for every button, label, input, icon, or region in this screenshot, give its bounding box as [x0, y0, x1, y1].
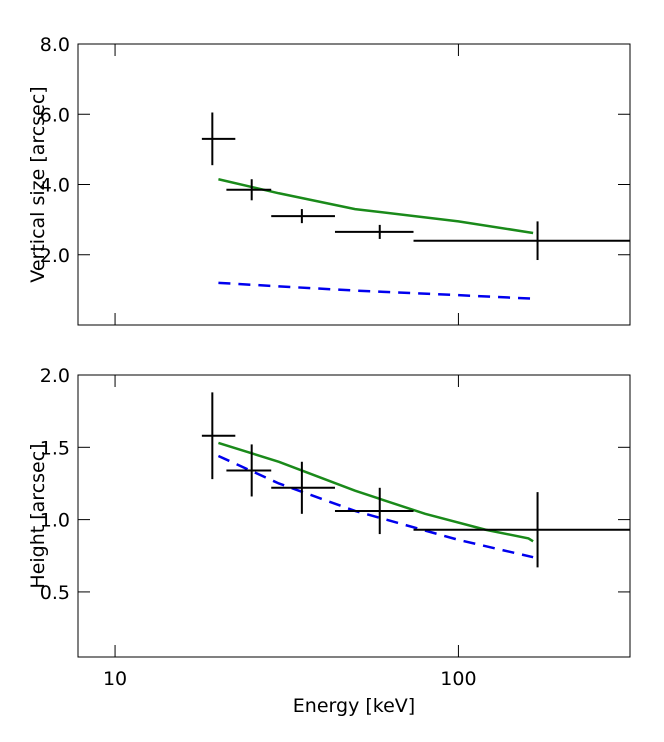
y-tick-label: 8.0 — [40, 34, 70, 56]
y-axis-label: Vertical size [arcsec] — [27, 86, 49, 282]
y-tick-label: 4.0 — [40, 175, 70, 197]
y-tick-label: 6.0 — [40, 104, 70, 126]
y-tick-label: 1.0 — [40, 510, 70, 532]
plot-frame — [77, 43, 631, 326]
y-tick-label: 2.0 — [40, 365, 70, 387]
y-tick-label: 2.0 — [40, 245, 70, 267]
model-line — [218, 281, 534, 300]
model-line — [218, 178, 534, 235]
x-tick-label: 10 — [103, 668, 127, 690]
model-line — [218, 441, 534, 543]
x-tick-label: 100 — [440, 668, 476, 690]
y-axis-label: Height [arcsec] — [27, 443, 49, 588]
y-tick-label: 0.5 — [40, 582, 70, 604]
plot-frame — [77, 374, 631, 658]
y-tick-label: 1.5 — [40, 437, 70, 459]
x-axis-label: Energy [keV] — [293, 695, 415, 717]
